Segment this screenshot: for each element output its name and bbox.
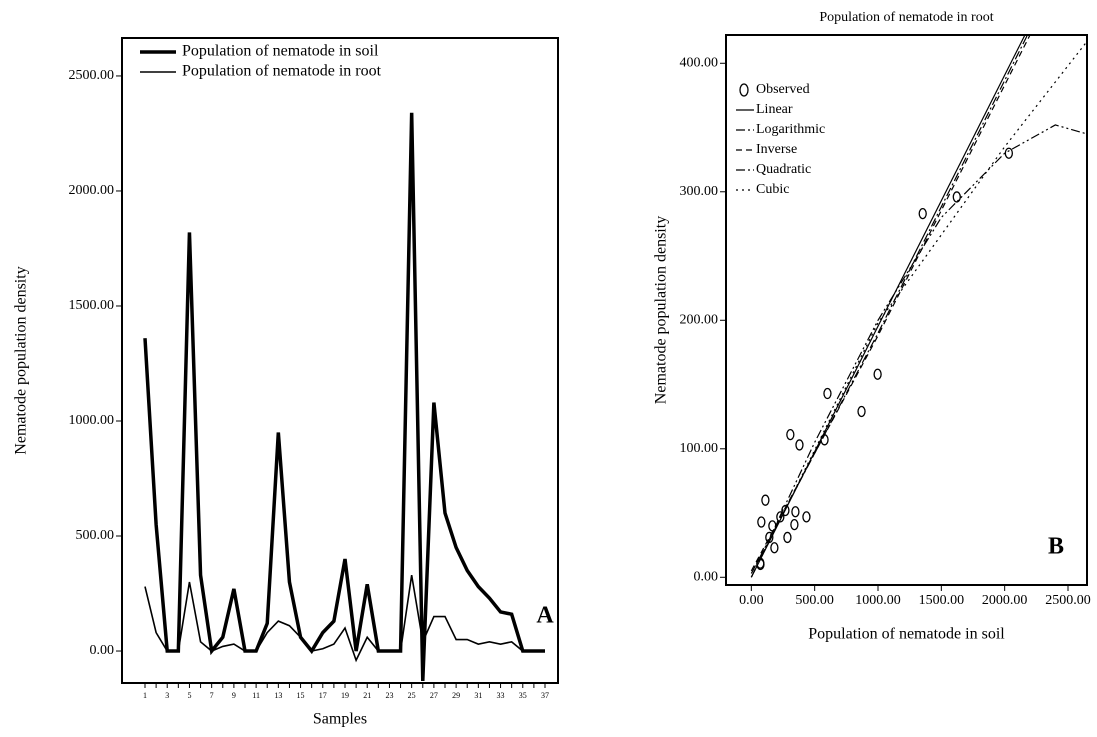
- legend-label: Linear: [756, 102, 793, 117]
- x-tick-label: 13: [274, 691, 282, 700]
- legend-label: Observed: [756, 82, 810, 97]
- observed-point: [795, 439, 804, 451]
- observed-point: [857, 405, 866, 418]
- x-tick-label: 25: [408, 691, 416, 700]
- y-tick-label: 2000.00: [69, 183, 115, 198]
- x-tick-label: 5: [187, 691, 191, 700]
- observed-point: [757, 516, 766, 528]
- observed-point: [783, 531, 792, 544]
- legend-label: Inverse: [756, 142, 797, 157]
- observed-point: [1004, 147, 1013, 159]
- x-tick-label: 3: [165, 691, 169, 700]
- x-tick-label: 1500.00: [919, 593, 965, 608]
- observed-point: [802, 511, 811, 523]
- x-tick-label: 29: [452, 691, 460, 700]
- x-tick-label: 23: [385, 691, 393, 700]
- x-tick-label: 9: [232, 691, 236, 700]
- x-tick-label: 1: [143, 691, 147, 700]
- x-tick-label: 7: [210, 691, 214, 700]
- x-tick-label: 17: [319, 691, 327, 700]
- x-tick-label: 15: [297, 691, 305, 700]
- y-tick-label: 300.00: [680, 184, 719, 199]
- y-axis-label: Nematode population density: [13, 266, 30, 454]
- legend-label: Population of nematode in soil: [182, 43, 379, 60]
- data-line: [143, 112, 545, 681]
- data-line: [144, 574, 545, 663]
- x-tick-label: 1000.00: [855, 593, 901, 608]
- panel-label: A: [536, 603, 554, 629]
- x-tick-label: 2500.00: [1045, 593, 1091, 608]
- plot-frame: [725, 34, 1088, 586]
- observed-point: [770, 542, 779, 554]
- observed-point: [761, 494, 770, 506]
- y-tick-label: 400.00: [680, 55, 719, 70]
- x-tick-label: 37: [541, 691, 549, 700]
- legend-label: Quadratic: [756, 162, 811, 177]
- x-axis-label: Samples: [313, 711, 367, 728]
- fit-line: [750, 35, 1031, 572]
- y-tick-label: 0.00: [90, 643, 115, 658]
- y-tick-label: 2500.00: [69, 68, 115, 83]
- fit-line: [750, 35, 1029, 574]
- observed-point: [790, 518, 799, 531]
- x-tick-label: 19: [341, 691, 349, 700]
- x-axis-label: Population of nematode in soil: [808, 626, 1005, 643]
- y-tick-label: 200.00: [680, 312, 719, 327]
- x-tick-label: 500.00: [795, 593, 834, 608]
- observed-point: [776, 511, 785, 523]
- plot-frame: [121, 37, 559, 684]
- y-tick-label: 0.00: [694, 570, 719, 585]
- legend-swatch: [739, 83, 749, 97]
- x-tick-label: 21: [363, 691, 371, 700]
- x-tick-label: 35: [519, 691, 527, 700]
- fit-line: [750, 124, 1087, 578]
- y-axis-label: Nematode population density: [653, 216, 670, 404]
- y-tick-label: 1000.00: [69, 413, 115, 428]
- x-tick-label: 0.00: [739, 593, 764, 608]
- observed-point: [918, 207, 927, 220]
- observed-point: [791, 506, 800, 518]
- x-tick-label: 33: [497, 691, 505, 700]
- chart-title: Population of nematode in root: [819, 10, 993, 25]
- panel-label: B: [1048, 534, 1064, 560]
- observed-point: [952, 191, 961, 203]
- x-tick-label: 2000.00: [982, 593, 1028, 608]
- y-tick-label: 1500.00: [69, 298, 115, 313]
- y-tick-label: 500.00: [76, 528, 115, 543]
- y-tick-label: 100.00: [680, 441, 719, 456]
- observed-point: [873, 368, 882, 380]
- legend-label: Cubic: [756, 182, 789, 197]
- observed-point: [786, 428, 795, 441]
- x-tick-label: 27: [430, 691, 438, 700]
- observed-point: [823, 387, 832, 400]
- x-tick-label: 31: [474, 691, 482, 700]
- legend-label: Population of nematode in root: [182, 63, 382, 80]
- legend-label: Logarithmic: [756, 122, 825, 137]
- x-tick-label: 11: [252, 691, 260, 700]
